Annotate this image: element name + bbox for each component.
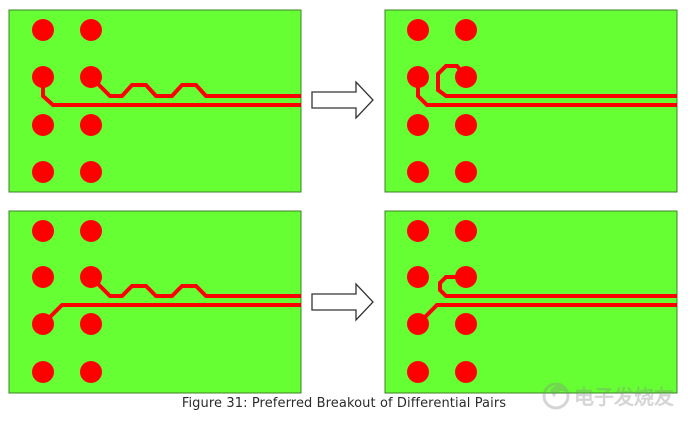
via-pad xyxy=(80,114,102,136)
via-pad xyxy=(455,361,477,383)
trace-positive xyxy=(436,64,677,98)
trace-negative xyxy=(416,303,677,326)
watermark-text: 电子发烧友 xyxy=(574,385,674,409)
panel-top-right xyxy=(384,9,678,193)
via-pad xyxy=(32,266,54,288)
panel-bottom-left xyxy=(8,210,302,394)
trace-positive xyxy=(89,75,301,98)
differential-traces xyxy=(41,75,301,107)
via-pad xyxy=(407,361,429,383)
via-pad xyxy=(80,313,102,335)
differential-traces xyxy=(41,275,301,326)
via-pad xyxy=(80,220,102,242)
via-pad xyxy=(455,161,477,183)
trace-positive xyxy=(438,275,677,298)
via-pad xyxy=(455,313,477,335)
via-pad xyxy=(455,114,477,136)
differential-traces xyxy=(416,64,677,107)
via-pad xyxy=(455,220,477,242)
via-pad xyxy=(407,114,429,136)
via-pad xyxy=(32,161,54,183)
panel-bottom-right xyxy=(384,210,678,394)
via-pad xyxy=(80,161,102,183)
via-pads xyxy=(32,220,102,383)
via-pad xyxy=(407,19,429,41)
pcb-board xyxy=(384,210,678,394)
panel-top-left xyxy=(8,9,302,193)
via-pads xyxy=(407,19,477,183)
via-pad xyxy=(80,361,102,383)
pcb-board xyxy=(8,9,302,193)
via-pad xyxy=(32,19,54,41)
via-pad xyxy=(80,19,102,41)
trace-negative xyxy=(41,77,301,107)
trace-positive xyxy=(89,275,301,298)
arrow-right-icon xyxy=(311,80,374,120)
via-pad xyxy=(407,220,429,242)
pcb-board xyxy=(384,9,678,193)
arrow-right-icon xyxy=(311,282,374,322)
watermark-logo-icon: 电子发烧友 xyxy=(542,382,674,410)
trace-negative xyxy=(41,303,301,326)
via-pad xyxy=(32,114,54,136)
via-pad xyxy=(32,361,54,383)
trace-negative xyxy=(416,77,677,107)
pcb-board xyxy=(8,210,302,394)
figure-caption: Figure 31: Preferred Breakout of Differe… xyxy=(181,396,507,411)
via-pad xyxy=(32,220,54,242)
via-pad xyxy=(407,266,429,288)
differential-traces xyxy=(416,275,677,326)
via-pad xyxy=(455,19,477,41)
via-pad xyxy=(407,161,429,183)
